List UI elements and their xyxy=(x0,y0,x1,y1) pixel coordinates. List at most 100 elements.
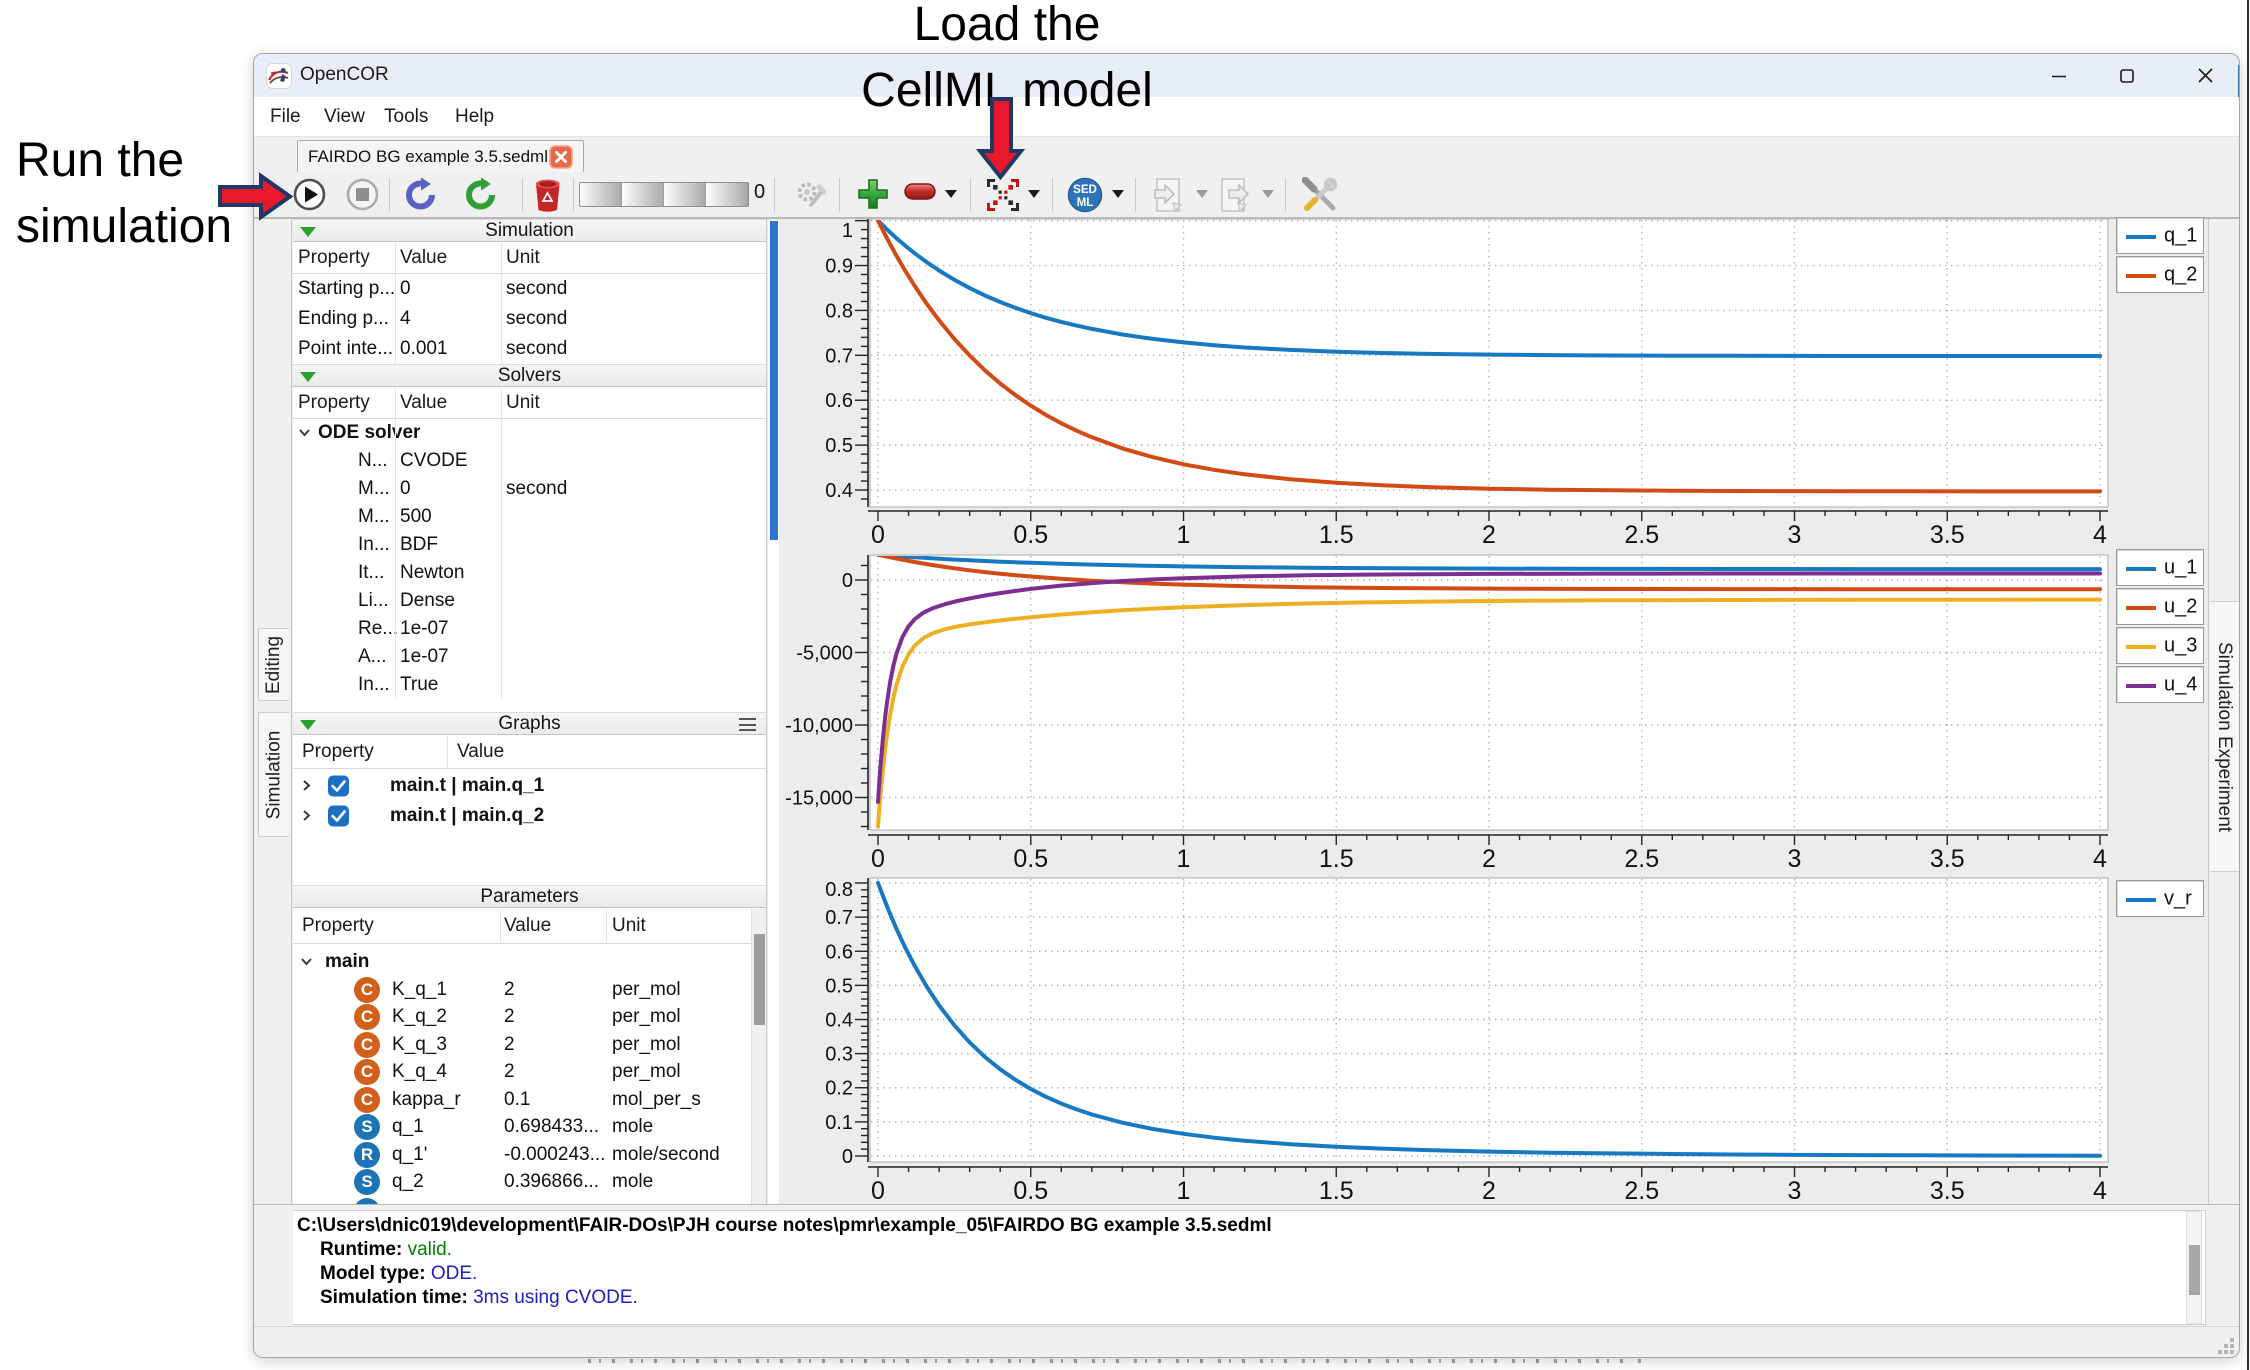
x-tick-label: 0 xyxy=(871,1177,885,1204)
collapse-triangle-icon[interactable] xyxy=(300,227,316,237)
remove-graph-panel-dropdown[interactable] xyxy=(945,190,957,198)
property-row[interactable]: q_1' -0.000243... mole/second R xyxy=(293,1141,766,1169)
property-row[interactable]: K_q_4 2 per_mol C xyxy=(293,1059,766,1087)
export-data-icon[interactable] xyxy=(1218,177,1252,218)
parameters-scrollbar-handle[interactable] xyxy=(754,934,765,1025)
export-data-dropdown[interactable] xyxy=(1262,190,1274,198)
y-tick-label: 0.1 xyxy=(825,1112,853,1134)
sedml-export-button[interactable]: SED ML xyxy=(1067,177,1103,218)
property-row[interactable]: In... True xyxy=(293,671,766,699)
simulation-settings-icon[interactable] xyxy=(795,179,827,215)
property-row[interactable]: In... BDF xyxy=(293,531,766,559)
console-splitter[interactable] xyxy=(254,1204,2239,1210)
section-header-parameters[interactable]: Parameters xyxy=(293,885,766,908)
minimize-button[interactable] xyxy=(2029,54,2089,97)
property-row[interactable]: A... 1e-07 xyxy=(293,643,766,671)
property-row[interactable]: It... Newton xyxy=(293,559,766,587)
chevron-right-icon[interactable] xyxy=(299,778,314,793)
menu-file[interactable]: File xyxy=(270,105,301,127)
panel-scrollbar-handle[interactable] xyxy=(770,221,778,540)
tab-close-icon[interactable] xyxy=(549,145,573,169)
menu-help[interactable]: Help xyxy=(455,105,495,127)
menu-tools[interactable]: Tools xyxy=(384,105,429,127)
property-row[interactable]: kappa_r 0.1 mol_per_s C xyxy=(293,1086,766,1114)
reset-parameters-button[interactable] xyxy=(403,177,439,218)
run-simulation-button[interactable] xyxy=(293,178,326,216)
console-scrollbar-handle[interactable] xyxy=(2189,1245,2200,1295)
property-row[interactable]: Ending p... 4 second xyxy=(293,304,766,334)
chevron-down-icon[interactable] xyxy=(299,954,314,969)
resize-grip[interactable] xyxy=(2217,1337,2235,1355)
property-row[interactable]: q_2 0.396866... mole S xyxy=(293,1169,766,1197)
preferences-icon[interactable] xyxy=(1301,176,1338,218)
close-button[interactable] xyxy=(2175,54,2235,97)
legend-q_2[interactable]: q_2 xyxy=(2116,256,2204,293)
property-row[interactable]: Starting p... 0 second xyxy=(293,274,766,304)
stop-simulation-button[interactable] xyxy=(346,178,379,216)
property-row[interactable]: Li... Dense xyxy=(293,587,766,615)
console-scrollbar[interactable] xyxy=(2186,1211,2202,1324)
cellml-open-button[interactable] xyxy=(985,177,1021,218)
property-row[interactable]: K_q_3 2 per_mol C xyxy=(293,1031,766,1059)
section-title: Graphs xyxy=(498,712,561,734)
legend-label: q_2 xyxy=(2164,263,2198,285)
property-value: 1e-07 xyxy=(400,646,449,667)
add-graph-panel-button[interactable] xyxy=(857,178,889,215)
sedml-export-dropdown[interactable] xyxy=(1112,190,1124,198)
x-tick-label: 2 xyxy=(1482,521,1496,549)
property-row[interactable]: main xyxy=(293,948,766,976)
import-data-dropdown[interactable] xyxy=(1196,190,1208,198)
chart-1: 0 -5,000 -10,000 -15,000 0 0.5 1 1.5 2 2.5 3 3.5 4 xyxy=(785,554,2109,873)
menu-view[interactable]: View xyxy=(324,105,365,127)
property-name: In... xyxy=(358,534,390,555)
property-row[interactable]: ODE solver xyxy=(293,419,766,447)
tab-fairdo-sedml[interactable]: FAIRDO BG example 3.5.sedml xyxy=(297,140,584,173)
property-name: N... xyxy=(358,450,388,471)
chevron-down-icon[interactable] xyxy=(297,425,312,440)
maximize-button[interactable] xyxy=(2097,54,2157,97)
parameter-type-icon-c: C xyxy=(354,1004,380,1031)
titlebar[interactable]: OpenCOR xyxy=(254,54,2239,105)
property-row[interactable]: K_q_1 2 per_mol C xyxy=(293,976,766,1004)
legend-q_1[interactable]: q_1 xyxy=(2116,217,2204,254)
chevron-right-icon[interactable] xyxy=(299,808,314,823)
property-row[interactable]: M... 500 xyxy=(293,503,766,531)
property-row[interactable]: q_1 0.698433... mole S xyxy=(293,1114,766,1142)
graph-checkbox[interactable] xyxy=(328,805,349,827)
property-row[interactable]: M... 0 second xyxy=(293,475,766,503)
import-data-icon[interactable] xyxy=(1151,177,1185,218)
toolbar-separator xyxy=(1052,178,1053,212)
section-header-simulation[interactable]: Simulation xyxy=(293,219,766,242)
collapse-triangle-icon[interactable] xyxy=(300,720,316,730)
section-header-graphs[interactable]: Graphs xyxy=(293,712,766,735)
property-row[interactable]: main.t | main.q_2 xyxy=(293,801,766,831)
legend-u_4[interactable]: u_4 xyxy=(2116,666,2204,703)
view-tab-editing[interactable]: Editing xyxy=(258,628,289,701)
collapse-triangle-icon[interactable] xyxy=(300,372,316,382)
property-value: 4 xyxy=(400,308,411,329)
graph-checkbox[interactable] xyxy=(328,775,349,797)
legend-u_2[interactable]: u_2 xyxy=(2116,588,2204,625)
window-edge-accent xyxy=(2238,65,2239,105)
x-tick-label: 1 xyxy=(1177,845,1191,873)
legend-u_3[interactable]: u_3 xyxy=(2116,627,2204,664)
property-row[interactable]: Point inte... 0.001 second xyxy=(293,334,766,364)
property-row[interactable]: main.t | main.q_1 xyxy=(293,771,766,801)
legend-v_r[interactable]: v_r xyxy=(2116,880,2204,917)
parameters-scrollbar[interactable] xyxy=(751,909,766,1204)
view-tab-simulation[interactable]: Simulation xyxy=(258,712,289,837)
legend-u_1[interactable]: u_1 xyxy=(2116,549,2204,586)
cellml-open-dropdown[interactable] xyxy=(1028,190,1040,198)
panel-scrollbar[interactable] xyxy=(768,220,779,1205)
page-edge-line xyxy=(2247,0,2249,1370)
reload-view-button[interactable] xyxy=(463,177,499,218)
remove-graph-panel-button[interactable] xyxy=(904,183,936,210)
property-row[interactable]: N... CVODE xyxy=(293,447,766,475)
parameter-type-icon-c: C xyxy=(354,976,380,1003)
mode-tab-simulation-experiment[interactable]: Simulation Experiment xyxy=(2210,601,2239,872)
clear-results-button[interactable] xyxy=(532,177,563,218)
property-row[interactable]: Re... 1e-07 xyxy=(293,615,766,643)
section-header-solvers[interactable]: Solvers xyxy=(293,364,766,387)
graphs-menu-icon[interactable] xyxy=(739,718,756,731)
property-row[interactable]: K_q_2 2 per_mol C xyxy=(293,1004,766,1032)
